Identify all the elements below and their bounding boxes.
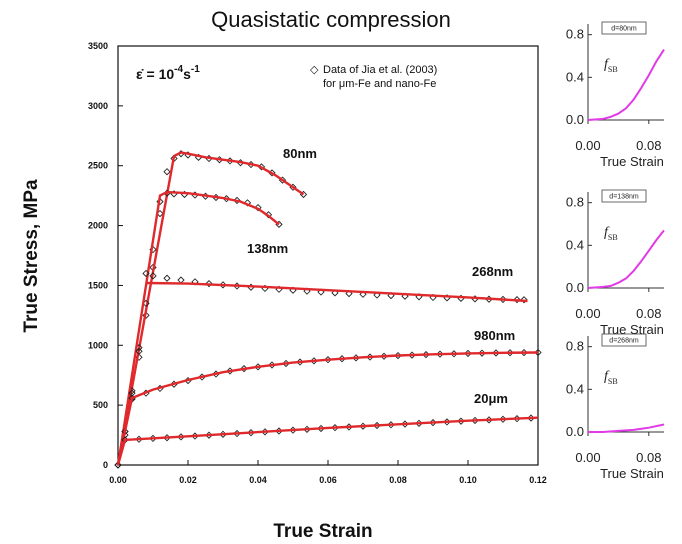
x-axis-label: True Strain (273, 521, 372, 542)
data-point (128, 389, 136, 397)
x-tick-label: 0.10 (459, 475, 477, 485)
inset-x-axis-label: True Strain (600, 466, 664, 481)
inset-x-tick-label: 0.00 (575, 306, 600, 321)
legend-line-2: for μm-Fe and nano-Fe (323, 78, 436, 90)
inset-y-axis-subscript: SB (608, 65, 618, 74)
legend-marker: ◇ (310, 64, 319, 76)
strain-rate-exponent: -4 (174, 64, 183, 75)
series-label-268nm: 268nm (472, 264, 513, 279)
strain-rate-unit-exponent: -1 (191, 64, 200, 75)
data-point (205, 279, 213, 288)
series-268nm (114, 269, 528, 469)
inset-x-axis-label: True Strain (600, 154, 664, 169)
x-tick-label: 0.08 (389, 475, 407, 485)
inset-x-tick-label: 0.08 (636, 138, 661, 153)
inset-y-axis-label: fSB (604, 369, 618, 386)
inset-curve (588, 423, 665, 433)
model-line (145, 281, 528, 303)
series-80nm (114, 150, 308, 469)
data-point (142, 311, 150, 319)
strain-rate-label: ε̇ = 10-4s-1 (136, 64, 200, 82)
inset-box-label: d=80nm (611, 26, 637, 33)
inset-y-tick-label: 0.4 (566, 237, 584, 252)
strain-rate-base: ε̇ = 10 (136, 66, 174, 82)
series-980nm (116, 348, 542, 466)
inset-curve (587, 49, 665, 121)
series-group (114, 150, 542, 469)
x-tick-label: 0.02 (179, 475, 197, 485)
inset-x-tick-label: 0.00 (575, 138, 600, 153)
inset-y-tick-label: 0.0 (566, 280, 584, 295)
data-point (156, 197, 164, 206)
data-point (254, 203, 262, 212)
y-tick-label: 1500 (88, 280, 108, 290)
legend: ◇ Data of Jia et al. (2003) for μm-Fe an… (310, 64, 437, 90)
inset-x-tick-label: 0.00 (575, 450, 600, 465)
model-line (116, 416, 539, 466)
y-tick-label: 0 (103, 460, 108, 470)
inset-x-tick-label: 0.08 (636, 450, 661, 465)
y-tick-label: 1000 (88, 340, 108, 350)
y-tick-label: 3000 (88, 101, 108, 111)
inset-y-axis-subscript: SB (608, 233, 618, 242)
data-point (142, 269, 150, 278)
x-tick-label: 0.00 (109, 475, 127, 485)
data-point (163, 274, 171, 282)
legend-line-1: Data of Jia et al. (2003) (323, 64, 437, 76)
inset-box (601, 189, 647, 203)
series-label-138nm: 138nm (247, 241, 288, 256)
x-tick-label: 0.12 (529, 475, 547, 485)
data-point (114, 461, 122, 469)
inset-box-label: d=138nm (609, 194, 639, 201)
data-point (135, 347, 143, 355)
data-point (163, 168, 171, 176)
inset-y-tick-label: 0.8 (566, 27, 584, 42)
inset-y-tick-label: 0.4 (566, 381, 584, 396)
series-20m (116, 414, 539, 466)
inset-box (601, 21, 647, 35)
inset-x-axis-label: True Strain (600, 322, 664, 337)
inset-curve (587, 229, 665, 289)
inset-y-tick-label: 0.4 (566, 69, 584, 84)
series-label-980nm: 980nm (474, 328, 515, 343)
inset-y-tick-label: 0.0 (566, 112, 584, 127)
data-point (520, 296, 528, 304)
y-tick-label: 2500 (88, 161, 108, 171)
inset-box (601, 333, 647, 347)
y-axis-label: True Stress, MPa (21, 179, 42, 333)
y-tick-labels: 0 500 1000 1500 2000 2500 3000 3500 (88, 41, 108, 470)
axis-ticks (117, 45, 539, 466)
y-tick-label: 3500 (88, 41, 108, 51)
data-point (149, 272, 157, 280)
inset-box-label: d=268nm (609, 338, 639, 345)
chart-title: Quasistatic compression (211, 7, 451, 32)
inset-y-tick-label: 0.8 (566, 195, 584, 210)
series-label-20um: 20μm (474, 391, 508, 406)
y-tick-label: 500 (93, 400, 108, 410)
y-tick-label: 2000 (88, 221, 108, 231)
series-138nm (114, 189, 283, 469)
x-tick-labels: 0.00 0.02 0.04 0.06 0.08 0.10 0.12 (109, 475, 547, 485)
inset-y-tick-label: 0.8 (566, 339, 584, 354)
data-point (177, 276, 185, 284)
inset-y-tick-label: 0.0 (566, 424, 584, 439)
model-line (116, 351, 539, 466)
inset-y-axis-label: fSB (604, 57, 618, 74)
main-chart: Quasistatic compression 0.00 0.02 0.04 0.06… (21, 7, 547, 542)
data-point (243, 199, 252, 207)
x-tick-label: 0.06 (319, 475, 337, 485)
data-point (513, 296, 521, 304)
x-tick-label: 0.04 (249, 475, 267, 485)
inset-y-axis-subscript: SB (608, 377, 618, 386)
model-line (116, 151, 305, 466)
inset-y-axis-label: fSB (604, 225, 618, 242)
inset-x-tick-label: 0.08 (636, 306, 661, 321)
strain-rate-unit: s (183, 66, 191, 82)
model-line (116, 190, 280, 466)
series-label-80nm: 80nm (283, 146, 317, 161)
